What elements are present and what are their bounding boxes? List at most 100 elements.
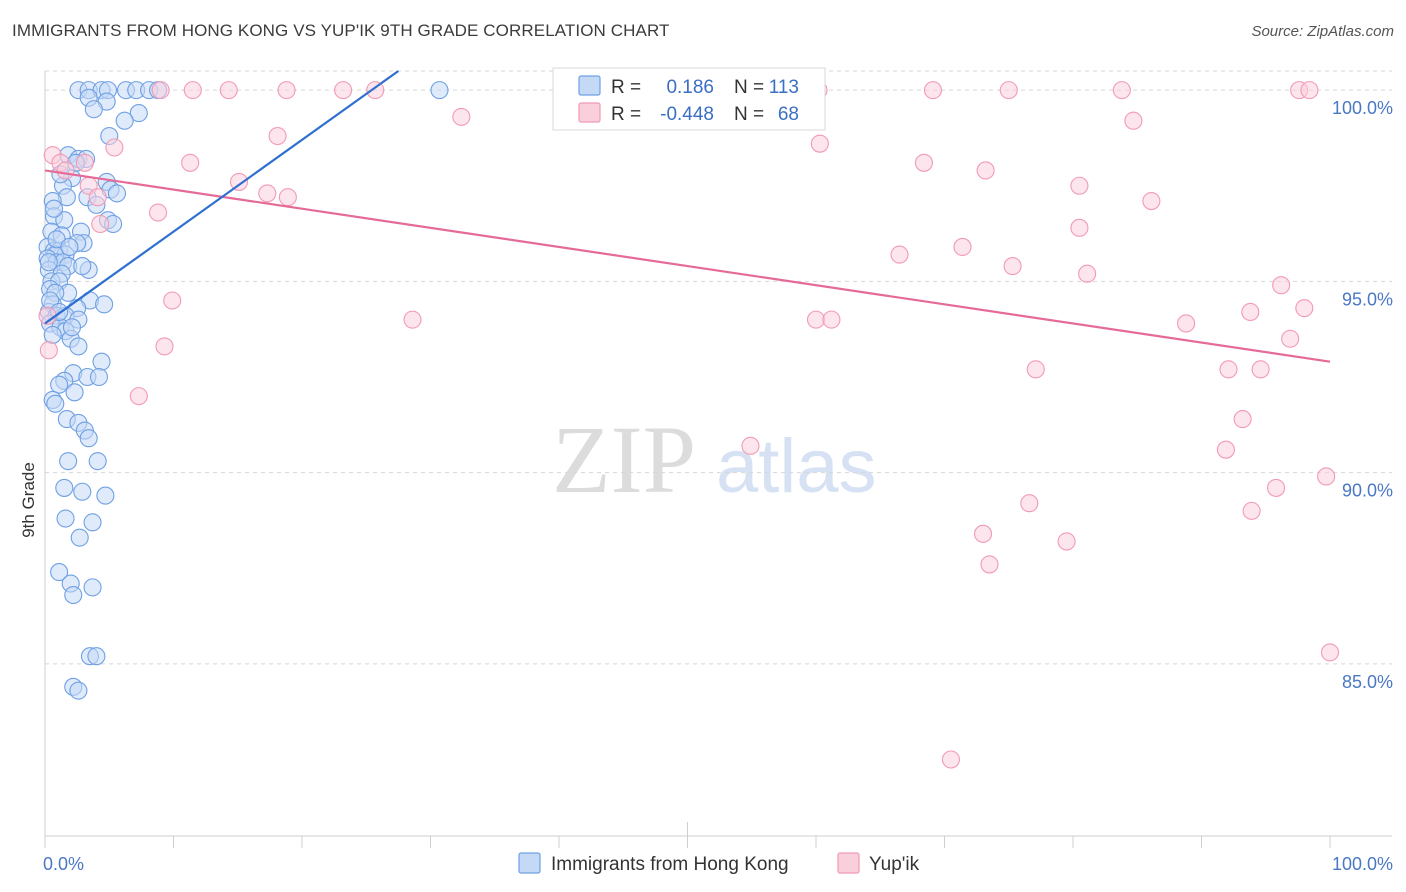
yupik-point: [999, 81, 1018, 100]
yupik-point: [980, 555, 999, 574]
hong-kong-point: [46, 394, 65, 413]
yupik-point: [1320, 643, 1340, 662]
legend-r-label-2: R =: [611, 104, 641, 125]
yupik-point: [1300, 81, 1319, 100]
yupik-point: [890, 245, 909, 264]
legend-swatch-blue: [578, 75, 601, 96]
yupik-point: [1272, 276, 1291, 295]
yupik-point: [1216, 440, 1235, 459]
legend-n-label-1: N =: [734, 77, 764, 98]
yupik-point: [1124, 111, 1143, 130]
yupik-point: [334, 81, 353, 100]
y-tick-label: 85.0%: [1342, 672, 1393, 692]
legend-n-value-1: 113: [769, 77, 799, 98]
legend-r-label-1: R =: [611, 77, 641, 98]
x-tick-labels: 0.0% 100.0%: [43, 854, 1393, 874]
chart-title: IMMIGRANTS FROM HONG KONG VS YUP'IK 9TH …: [12, 21, 670, 40]
hong-kong-point: [79, 429, 98, 448]
series-hong-kong-points: [38, 81, 449, 700]
legend-n-value-2: 68: [778, 104, 799, 125]
yupik-point: [1317, 467, 1336, 486]
y-axis-label: 9th Grade: [19, 462, 38, 538]
yupik-point: [1241, 302, 1260, 322]
yupik-point: [1242, 501, 1261, 520]
bottom-legend-swatch-blue: [518, 852, 541, 874]
yupik-point: [56, 161, 75, 180]
hong-kong-point: [69, 681, 88, 700]
watermark-atlas: atlas: [716, 424, 877, 509]
bottom-legend-swatch-pink: [837, 852, 860, 874]
yupik-point: [163, 291, 182, 310]
y-tick-label: 95.0%: [1342, 289, 1393, 309]
yupik-point: [183, 81, 202, 100]
correlation-legend: R = 0.186 N = 113 R = -0.448 N = 68: [552, 67, 826, 131]
y-tick-label: 90.0%: [1342, 481, 1393, 501]
y-tick-labels: 85.0% 90.0% 95.0% 100.0%: [1332, 98, 1393, 692]
yupik-point: [88, 188, 107, 207]
hong-kong-point: [43, 325, 62, 344]
hong-kong-point: [107, 184, 127, 203]
watermark-zip: ZIP: [552, 406, 696, 513]
hong-kong-trend-line: [44, 70, 400, 325]
hong-kong-point: [50, 563, 69, 582]
yupik-point: [403, 310, 422, 329]
hong-kong-point: [430, 81, 449, 100]
hong-kong-point: [83, 578, 102, 597]
yupik-point: [914, 153, 933, 172]
yupik-point: [151, 81, 170, 100]
source-label: Source: ZipAtlas.com: [1251, 23, 1394, 40]
yupik-point: [806, 310, 826, 329]
yupik-point: [39, 341, 58, 360]
yupik-point: [1233, 410, 1252, 429]
hong-kong-point: [60, 237, 79, 256]
hong-kong-point: [64, 585, 83, 605]
hong-kong-point: [65, 383, 84, 402]
yupik-point: [822, 310, 841, 329]
yupik-point: [1219, 360, 1238, 379]
yupik-trend-line: [44, 169, 1331, 363]
hong-kong-point: [87, 647, 106, 666]
yupik-point: [941, 750, 960, 769]
yupik-point: [1142, 192, 1161, 211]
hong-kong-point: [96, 486, 115, 505]
legend-swatch-pink: [578, 102, 601, 123]
yupik-point: [105, 138, 124, 157]
yupik-point: [277, 81, 296, 100]
yupik-point: [219, 81, 238, 100]
yupik-point: [1026, 360, 1045, 379]
hong-kong-point: [89, 367, 109, 387]
trend-lines: [44, 70, 1331, 363]
yupik-point: [229, 172, 249, 191]
yupik-point: [1295, 299, 1314, 318]
yupik-point: [976, 161, 995, 180]
yupik-point: [91, 214, 110, 234]
y-tick-label: 100.0%: [1332, 98, 1393, 118]
yupik-point: [1070, 218, 1089, 237]
yupik-point: [258, 184, 277, 203]
hong-kong-point: [73, 482, 92, 501]
bottom-legend-label-yupik: Yup'ik: [869, 854, 920, 875]
yupik-point: [155, 337, 174, 356]
hong-kong-point: [50, 375, 69, 394]
yupik-point: [149, 203, 168, 222]
series-legend: Immigrants from Hong Kong Yup'ik: [518, 852, 920, 875]
hong-kong-point: [95, 295, 114, 314]
bottom-legend-label-hong-kong: Immigrants from Hong Kong: [551, 854, 789, 875]
hong-kong-point: [73, 257, 92, 276]
yupik-point: [268, 126, 287, 146]
series-yupik-points: [38, 81, 1340, 769]
yupik-point: [1078, 264, 1097, 283]
yupik-point: [1020, 494, 1039, 513]
yupik-point: [1003, 257, 1022, 276]
yupik-point: [923, 81, 942, 100]
yupik-point: [1177, 314, 1196, 333]
hong-kong-point: [62, 318, 82, 337]
yupik-point: [129, 387, 148, 406]
hong-kong-point: [92, 352, 111, 371]
yupik-point: [1057, 532, 1076, 551]
hong-kong-point: [39, 253, 58, 272]
yupik-point: [452, 107, 471, 126]
hong-kong-point: [59, 452, 78, 471]
hong-kong-point: [88, 452, 107, 471]
hong-kong-point: [56, 509, 75, 528]
